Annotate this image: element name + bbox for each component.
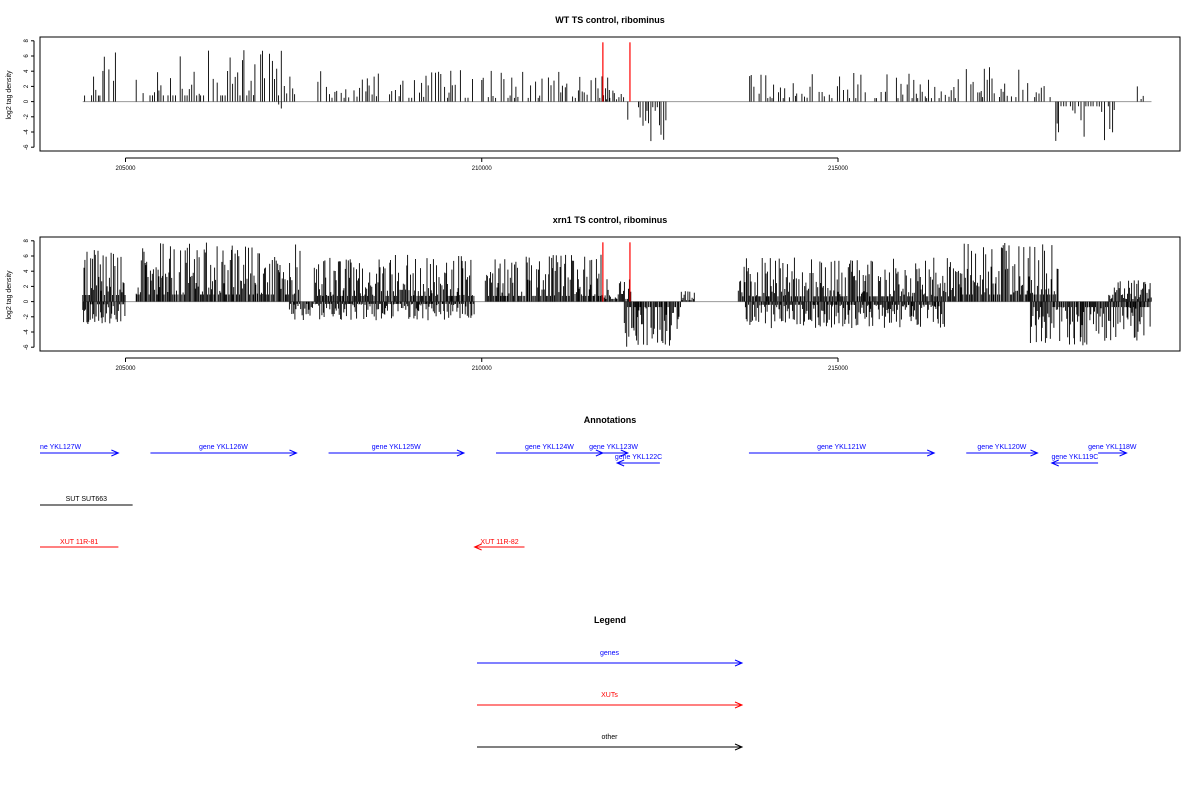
xrn1-y-tick-label: 4 [24,269,30,273]
legend-arrowhead-icon [734,701,744,709]
gene-feature-label: gene YKL118W [1088,444,1137,451]
xrn1-plot-frame [39,236,1181,352]
wt-y-tick-label: -2 [24,113,30,119]
wt-x-tick-label: 205000 [115,166,136,172]
gene-feature-arrowhead-icon [111,449,120,457]
legend-arrowhead-icon [734,743,744,751]
xrn1-x-tick-label: 205000 [115,366,136,372]
wt-y-tick-label: 6 [24,54,30,58]
wt-track-panel: WT TS control, ribominus log2 tag densit… [6,15,1181,172]
xrn1-x-tick-label: 215000 [828,366,849,372]
legend-label: XUTs [601,692,618,699]
gene-feature-arrowhead-icon [456,449,466,457]
gene-feature-arrowhead-icon [926,449,936,457]
wt-marker-lines [602,42,631,102]
wt-y-axis: 8 6 4 2 0 -2 -4 -6 [24,38,35,150]
gene-feature-label: gene YKL123W [589,444,638,451]
wt-plot-frame [39,36,1181,152]
wt-y-tick-label: 8 [24,38,30,42]
gene-feature-arrowhead-icon [615,459,625,467]
xut-annotation-track: XUT 11R-81 XUT 11R-82 [40,539,525,551]
legend-label: genes [600,650,620,657]
gene-feature-arrowhead-icon [1030,449,1039,457]
gene-feature-label: gene YKL126W [199,444,248,451]
xrn1-y-tick-label: -6 [24,344,30,350]
xut-feature-arrowhead-icon [473,543,482,551]
xrn1-y-tick-label: 8 [24,238,30,242]
legend-arrowhead-icon [734,659,744,667]
gene-feature-label: gene YKL122C [615,454,662,461]
gene-feature-label: gene YKL121W [817,444,866,451]
gene-feature-label: gene YKL119C [1051,454,1098,461]
wt-y-axis-label: log2 tag density [6,70,13,120]
gene-feature-label: gene YKL120W [977,444,1026,451]
gene-feature-label: gene YKL125W [372,444,421,451]
legend-label: other [602,734,619,741]
gene-feature-label: gene YKL124W [525,444,574,451]
xrn1-y-tick-label: -2 [24,313,30,319]
xrn1-x-axis: 205000 210000 215000 [115,357,849,372]
xrn1-track-panel: xrn1 TS control, ribominus log2 tag dens… [6,215,1181,372]
xrn1-y-axis-label: log2 tag density [6,270,13,320]
wt-x-tick-label: 210000 [472,166,493,172]
gene-feature-arrowhead-icon [1050,459,1059,467]
xrn1-signal-bars [82,242,1152,347]
other-feature-label: SUT SUT663 [66,496,108,503]
xrn1-y-tick-label: 2 [24,284,30,288]
xrn1-y-tick-label: -4 [24,329,30,335]
xrn1-x-tick-label: 210000 [472,366,493,372]
xrn1-y-axis: 8 6 4 2 0 -2 -4 -6 [24,238,35,350]
legend: genes XUTs other [477,650,744,751]
wt-y-tick-label: 4 [24,69,30,73]
wt-track-title: WT TS control, ribominus [555,15,665,25]
xrn1-marker-lines [602,242,631,302]
xut-feature-label: XUT 11R-82 [480,539,518,546]
wt-x-tick-label: 215000 [828,166,849,172]
wt-y-tick-label: 0 [24,99,30,103]
other-annotation-track: SUT SUT663 [40,496,133,506]
gene-feature-arrowhead-icon [620,449,630,457]
xut-feature-label: XUT 11R-81 [60,539,98,546]
wt-y-tick-label: 2 [24,84,30,88]
legend-title: Legend [594,615,626,625]
gene-annotation-track: ne YKL127W gene YKL126W gene YKL125W gene Y… [40,444,1137,467]
xrn1-y-tick-label: 0 [24,299,30,303]
xrn1-track-title: xrn1 TS control, ribominus [553,215,668,225]
gene-feature-arrowhead-icon [1119,449,1128,457]
wt-y-tick-label: -6 [24,144,30,150]
wt-y-tick-label: -4 [24,129,30,135]
gene-feature-label: ne YKL127W [40,444,82,451]
wt-x-axis: 205000 210000 215000 [115,157,849,172]
xrn1-y-tick-label: 6 [24,254,30,258]
wt-signal-bars [84,50,1144,142]
annotations-title: Annotations [584,415,637,425]
gene-feature-arrowhead-icon [289,449,298,457]
